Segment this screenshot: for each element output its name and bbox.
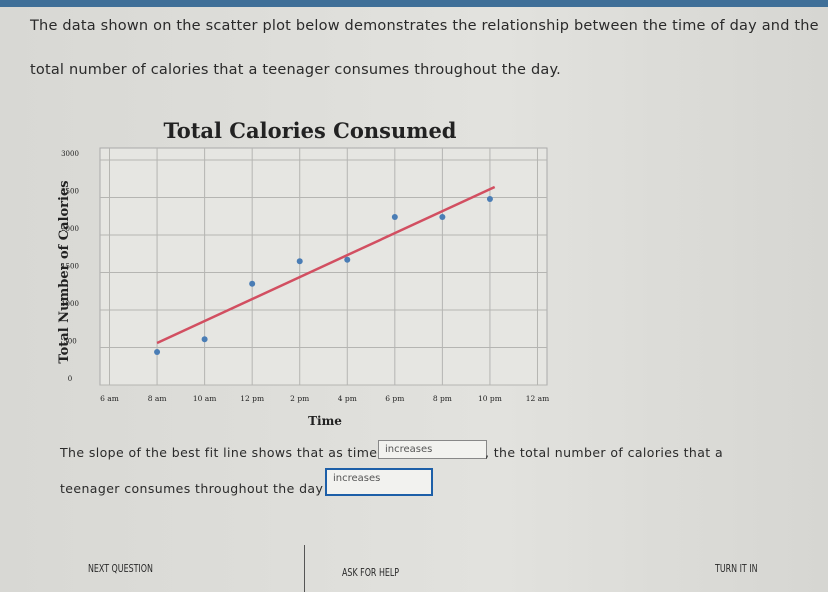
x-tick-label: 6 pm xyxy=(385,394,404,403)
divider xyxy=(304,545,305,592)
point xyxy=(344,256,351,263)
point xyxy=(486,196,493,202)
point xyxy=(391,214,398,220)
sentence-text: , the total number of calories that a xyxy=(485,445,724,460)
y-tick-label: 0 xyxy=(68,375,72,383)
best-fit-line xyxy=(156,185,496,345)
point xyxy=(201,336,208,343)
x-tick-label: 6 am xyxy=(100,394,119,403)
dropdown[interactable]: increases xyxy=(325,468,433,496)
help-button[interactable]: ASK FOR HELP xyxy=(342,566,400,579)
next-button[interactable]: NEXT QUESTION xyxy=(88,562,153,575)
y-axis-label: Total Number of Calories xyxy=(57,180,72,363)
dropdown[interactable]: increases xyxy=(378,440,487,459)
turn-in-button[interactable]: TURN IT IN xyxy=(715,562,758,575)
x-tick-label: 12 am xyxy=(526,394,550,403)
x-tick-label: 2 pm xyxy=(290,394,309,403)
x-axis-label: Time xyxy=(308,414,342,428)
sentence-text: teenager consumes throughout the day xyxy=(60,481,324,496)
sentence-text: The slope of the best fit line shows tha… xyxy=(60,445,378,460)
x-tick-label: 10 am xyxy=(193,394,217,403)
x-tick-label: 10 pm xyxy=(478,394,502,403)
x-tick-label: 12 pm xyxy=(240,394,264,403)
point xyxy=(296,258,303,265)
top-bar xyxy=(0,0,828,7)
y-tick-label: 500 xyxy=(63,338,76,346)
question-text: The data shown on the scatter plot below… xyxy=(30,18,819,78)
x-tick-label: 8 pm xyxy=(433,394,452,403)
point xyxy=(154,349,161,355)
y-tick-label: 3000 xyxy=(61,150,79,158)
y-tick-label: 2500 xyxy=(61,188,79,196)
y-tick-label: 1500 xyxy=(61,263,79,271)
chart-title: Total Calories Consumed xyxy=(163,118,456,143)
x-tick-label: 8 am xyxy=(148,394,167,403)
y-tick-label: 2000 xyxy=(61,225,79,233)
y-tick-label: 1000 xyxy=(61,300,79,308)
point xyxy=(439,214,446,220)
x-tick-label: 4 pm xyxy=(338,394,357,403)
point xyxy=(249,280,256,287)
